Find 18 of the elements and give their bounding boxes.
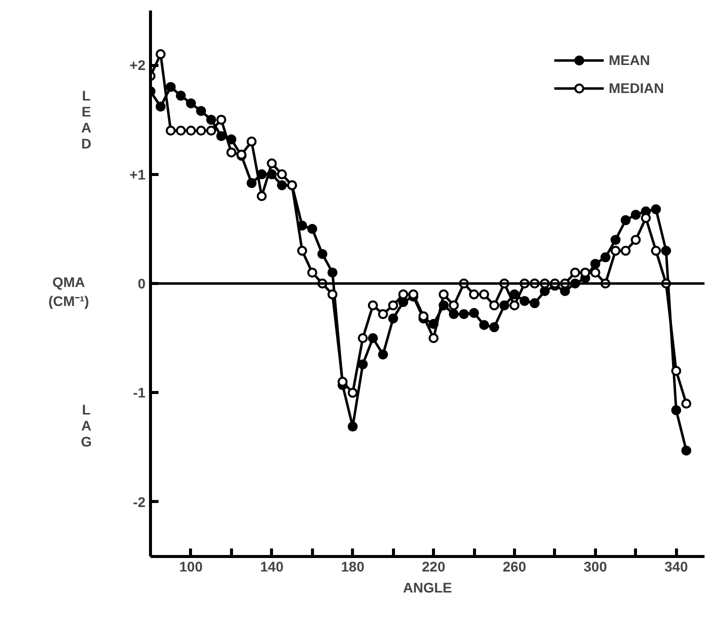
y-tick-label: 0 [138,276,146,292]
y-tick-label: -2 [133,494,146,510]
x-tick-label: 140 [260,558,284,574]
y-tick-label: +2 [130,57,146,74]
y-axis-title: QMA (CM⁻¹) [48,274,90,310]
x-tick-label: 260 [502,558,526,574]
x-tick-label: 340 [664,558,688,574]
x-tick-label: 300 [584,558,608,574]
legend-label: MEDIAN [608,80,664,96]
x-axis-title: ANGLE [403,580,452,596]
y-tick-label: -1 [133,384,146,401]
legend-label: MEAN [608,52,650,68]
x-tick-label: 180 [341,558,365,574]
text: LAG [80,401,92,450]
x-tick-label: 220 [422,558,446,574]
y-tick-label: +1 [130,166,146,182]
text: LEAD [81,88,92,152]
x-tick-label: 100 [179,558,203,574]
